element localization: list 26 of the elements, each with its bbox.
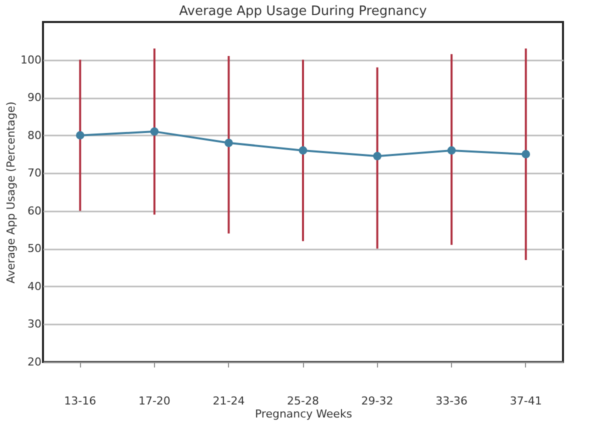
y-tick-label: 40 <box>28 280 42 293</box>
y-tick-label: 70 <box>28 166 42 180</box>
point <box>224 138 233 148</box>
y-tick-label: 100 <box>20 53 42 66</box>
x-tick-label: 33-36 <box>436 394 468 408</box>
y-tick-label: 90 <box>28 91 42 104</box>
x-axis-title: Pregnancy Weeks <box>254 408 352 420</box>
y-tick-label: 30 <box>28 318 42 331</box>
y-tick-label: 60 <box>28 204 42 218</box>
point <box>522 150 530 158</box>
x-tick-label: 13-16 <box>64 394 96 408</box>
x-tick-label: 29-32 <box>361 394 394 408</box>
x-tick-label: 25-28 <box>287 394 319 408</box>
point <box>447 146 456 155</box>
x-tick-label: 21-24 <box>212 394 245 408</box>
y-axis-title: Average App Usage (Percentage) <box>4 102 18 284</box>
x-tick-label: 17-20 <box>138 394 170 408</box>
point <box>76 131 84 140</box>
chart-title: Average App Usage During Pregnancy <box>179 4 428 19</box>
point <box>373 152 382 160</box>
point <box>298 146 308 155</box>
y-tick-label: 20 <box>28 356 42 368</box>
y-tick-label: 80 <box>28 128 42 142</box>
y-tick-label: 50 <box>28 242 42 256</box>
x-tick-label: 37-41 <box>510 394 542 408</box>
point <box>150 127 159 136</box>
